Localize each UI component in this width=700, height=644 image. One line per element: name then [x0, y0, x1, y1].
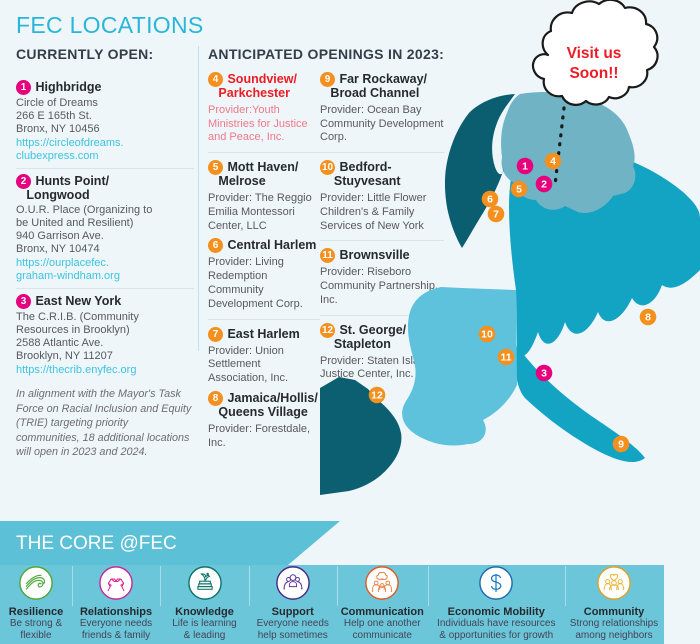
svg-text:THE CORE @FEC: THE CORE @FEC	[16, 533, 177, 554]
